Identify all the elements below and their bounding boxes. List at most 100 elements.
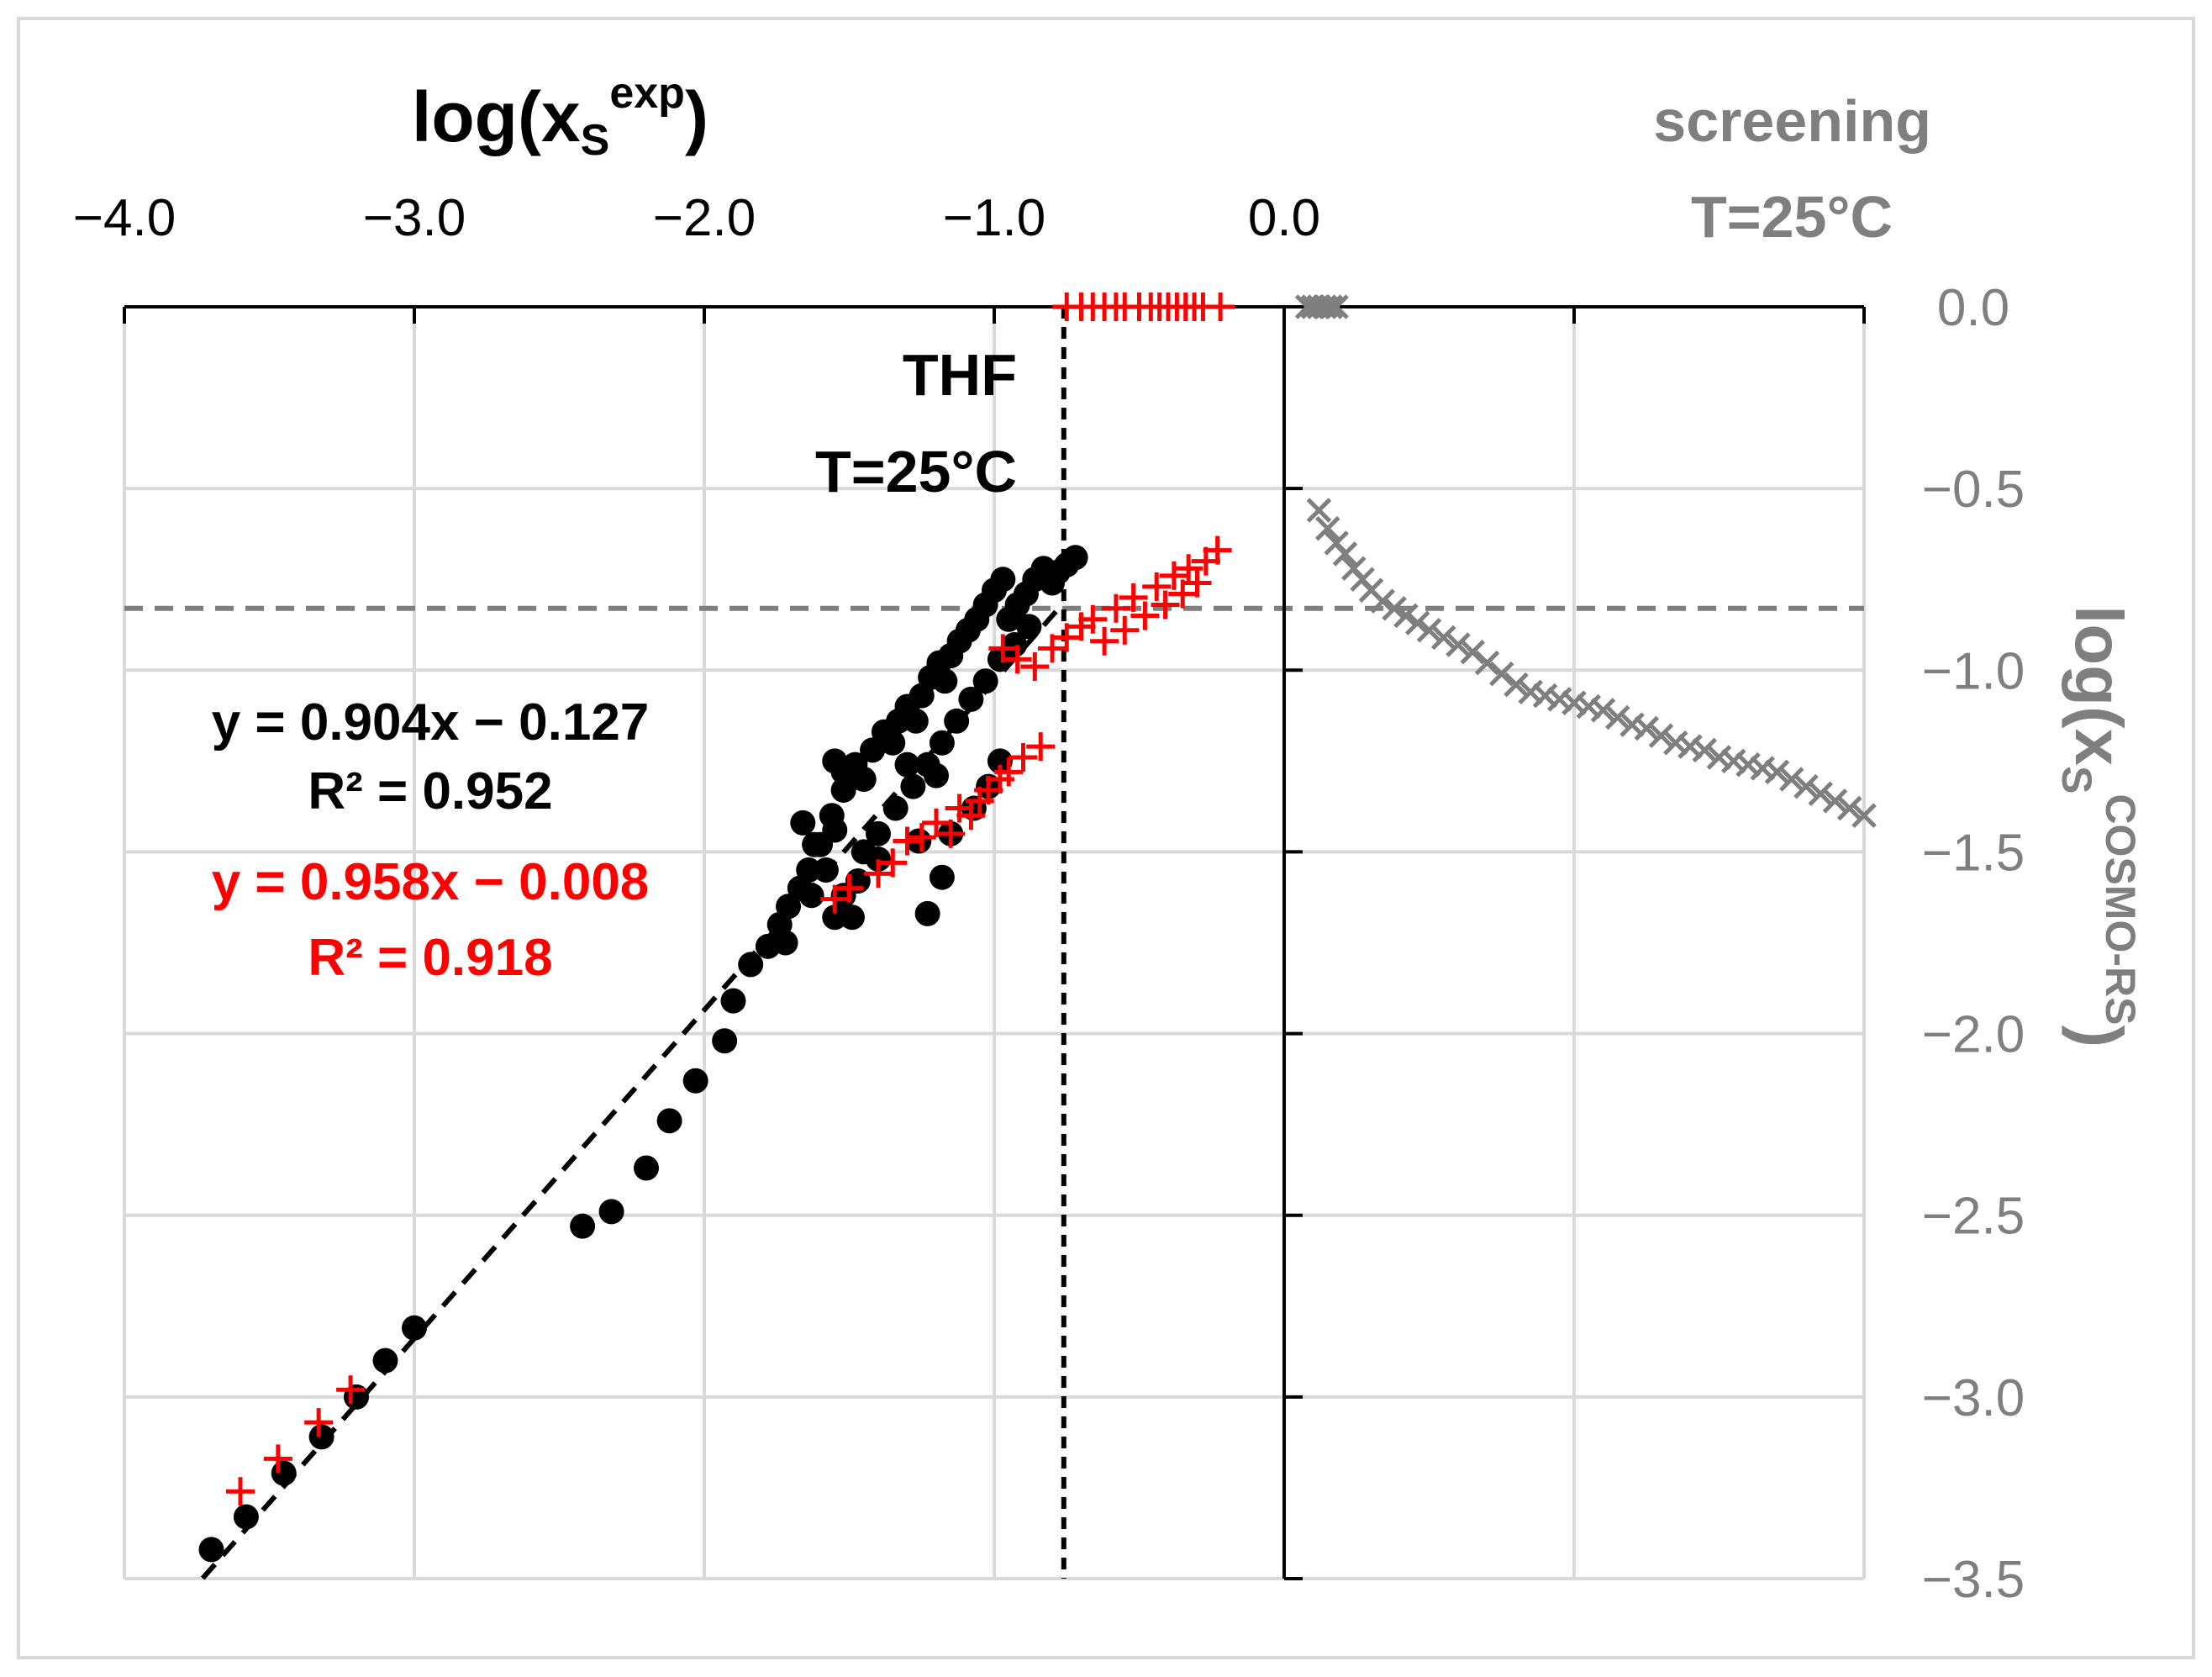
data-point-circle [813, 857, 839, 883]
x-axis-title-main: log(x [412, 77, 581, 156]
data-point-x [1590, 698, 1616, 723]
data-point-plus [1151, 590, 1180, 620]
thf-label: THF [903, 342, 1017, 408]
data-point-circle [772, 930, 798, 956]
data-point-x [1314, 515, 1340, 541]
data-point-circle [866, 820, 891, 846]
data-point-plus [1090, 626, 1119, 656]
data-point-x [1720, 748, 1746, 774]
data-point-plus [1078, 604, 1108, 634]
data-point-circle [802, 831, 828, 857]
red-fit-r2: R² = 0.918 [308, 929, 552, 987]
data-point-plus [1003, 645, 1032, 674]
data-point-circle [634, 1155, 659, 1181]
screening-temperature: T=25°C [1691, 184, 1893, 250]
data-point-circle [402, 1315, 427, 1341]
data-point-x [1474, 650, 1500, 676]
data-point-x [1735, 751, 1761, 778]
data-point-x [1532, 683, 1558, 709]
data-point-plus [1182, 568, 1212, 598]
y-tick-label: −1.5 [1922, 824, 2025, 882]
data-point-circle [839, 904, 865, 931]
data-point-x [1793, 773, 1819, 799]
data-point-circle [944, 708, 970, 734]
data-point-plus [994, 757, 1024, 787]
x-tick-label: −4.0 [73, 189, 176, 247]
data-point-plus [1168, 579, 1198, 609]
data-point-circle [987, 748, 1013, 774]
data-point-circle [924, 762, 949, 788]
data-point-circle [822, 904, 848, 931]
data-point-circle [990, 567, 1016, 593]
data-point-plus [1101, 593, 1130, 623]
gridlines [123, 307, 1866, 1580]
data-point-plus [835, 873, 864, 903]
data-point-circle [656, 1108, 682, 1134]
data-point-plus [936, 819, 966, 848]
data-point-x [1393, 603, 1419, 629]
data-point-x [1370, 588, 1396, 614]
data-point-plus [878, 848, 908, 878]
black-fit-r2: R² = 0.952 [308, 762, 552, 820]
data-point-x [1404, 610, 1430, 635]
data-point-x [1764, 759, 1790, 785]
data-point-circle [851, 766, 877, 792]
data-point-circle [372, 1347, 398, 1374]
y-tick-label: 0.0 [1937, 279, 2009, 337]
x-axis-title: log(xSexp) [412, 69, 708, 165]
data-point-x [1634, 715, 1660, 741]
data-point-plus [1159, 561, 1188, 590]
data-point-plus [304, 1408, 334, 1437]
data-point-circle [570, 1213, 596, 1239]
data-point-circle [972, 668, 998, 694]
data-point-x [1488, 661, 1514, 687]
data-point-circle [900, 773, 926, 799]
data-point-circle [903, 708, 929, 734]
data-point-circle [866, 846, 891, 873]
data-point-plus [988, 634, 1018, 663]
y-tick-label: −0.5 [1922, 461, 2025, 519]
data-point-x [1446, 632, 1471, 657]
x-axis-title-close: ) [685, 77, 708, 156]
data-point-circle [738, 952, 764, 978]
data-point-circle [830, 759, 856, 785]
data-point-x [1692, 737, 1718, 763]
data-point-plus [263, 1444, 292, 1474]
data-point-circle [822, 817, 848, 843]
data-point-circle [929, 864, 955, 890]
data-point-plus [1026, 732, 1056, 762]
data-point-x [1562, 690, 1587, 715]
x-axis-title-sub: S [581, 116, 610, 165]
data-point-x [1332, 541, 1358, 567]
x-tick-label: −3.0 [363, 189, 466, 247]
thf-temperature: T=25°C [815, 439, 1017, 504]
tick-labels: −4.0 −3.0 −2.0 −1.0 0.0 0.0 −0.5 −1.0 −1.5 −2.0 −2… [73, 189, 2025, 1609]
reference-lines [124, 307, 1864, 1579]
x-tick-label: −2.0 [653, 189, 756, 247]
y-tick-label: −3.0 [1922, 1369, 2025, 1427]
data-point-circle [198, 1537, 224, 1563]
data-point-x [1416, 617, 1442, 643]
data-point-circle [914, 900, 940, 926]
y-axis-title-sub: S [2053, 766, 2100, 794]
data-point-plus [922, 808, 951, 837]
red-fit-equation: y = 0.958x − 0.008 [212, 853, 650, 911]
data-point-x [1750, 756, 1776, 781]
data-point-plus [907, 823, 936, 852]
data-point-x [1546, 687, 1572, 712]
data-point-circle [233, 1504, 259, 1530]
data-point-x [1662, 730, 1688, 756]
data-point-plus [1130, 601, 1160, 630]
black-fit-line [200, 600, 1066, 1580]
data-point-x [1430, 625, 1456, 651]
data-point-circle [880, 730, 906, 756]
data-point-x [1576, 693, 1602, 720]
chart-frame [17, 17, 2195, 1659]
data-point-plus [1038, 634, 1066, 663]
y-tick-label: −1.0 [1922, 642, 2025, 700]
data-point-circle [598, 1199, 624, 1225]
y-axis-title-sup: COSMO-RS [2097, 794, 2144, 1025]
data-point-x [1851, 803, 1877, 828]
data-point-x [1460, 639, 1486, 665]
